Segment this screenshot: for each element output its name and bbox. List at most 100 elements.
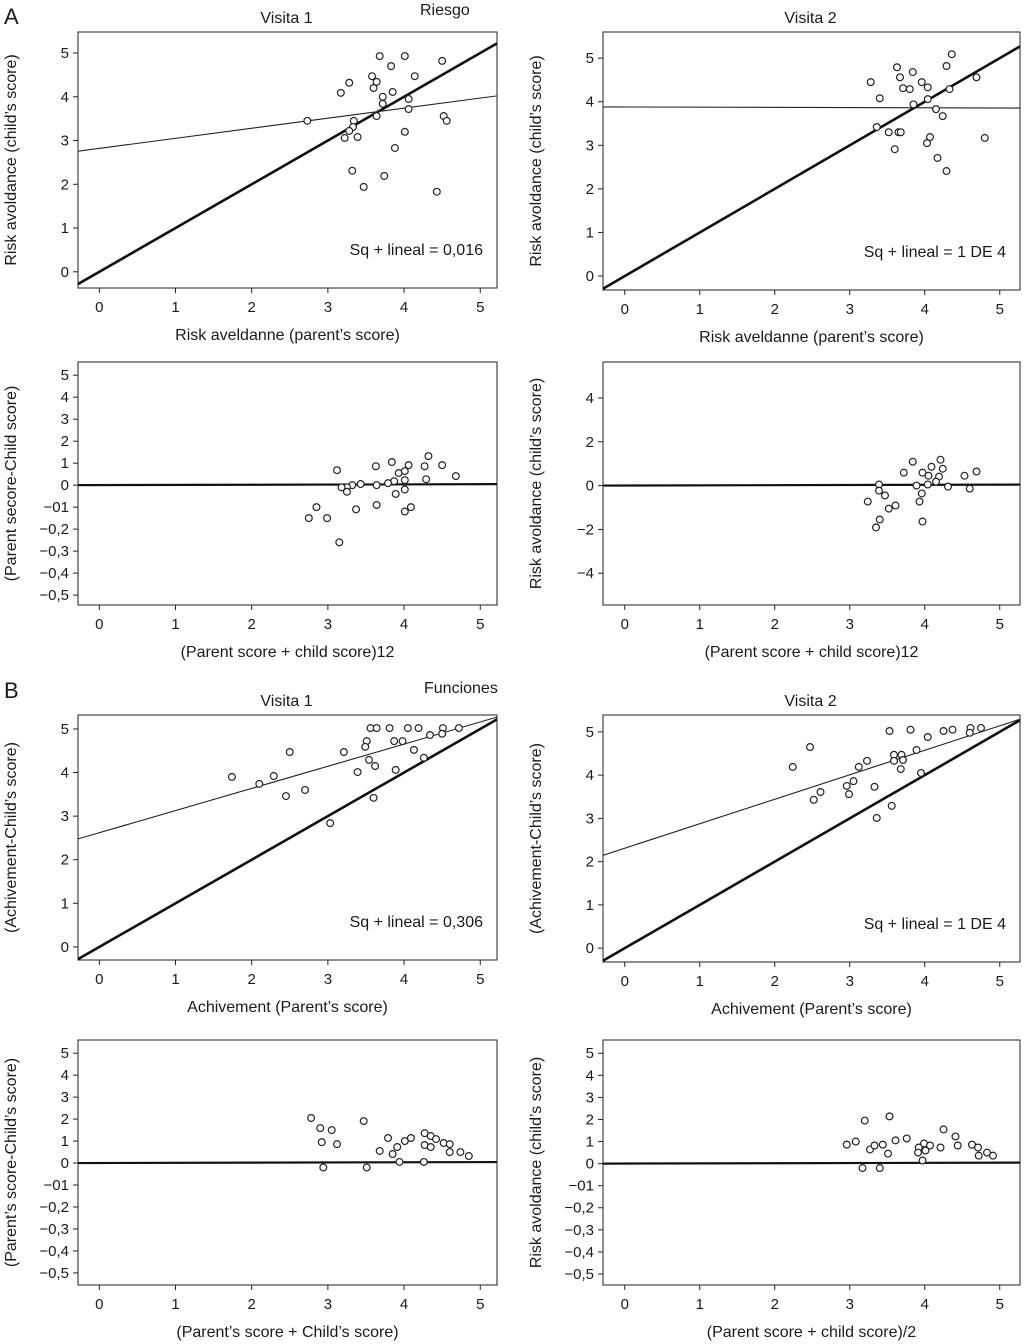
regression-line (78, 95, 497, 152)
y-axis-label: Risk avoldance (child’s score) (528, 1057, 545, 1268)
y-tick-label: −0,3 (564, 1222, 594, 1239)
x-tick-label: 3 (846, 973, 854, 990)
panel-title: Visita 1 (260, 10, 312, 27)
data-point (372, 77, 381, 86)
plot-area (78, 452, 497, 547)
data-point (372, 112, 381, 121)
data-point (872, 813, 881, 822)
x-tick-label: 2 (771, 616, 779, 633)
data-point (870, 782, 879, 791)
data-point (375, 1146, 384, 1155)
data-point (816, 787, 825, 796)
x-tick-label: 1 (171, 299, 179, 316)
scatter-panel-7: 0 1 2 3 4 5 5 4 3 2 1 0 −01 −0,2 −0,3 −0,4 −0,5 (Parent’s… (3, 1039, 498, 1341)
data-point (445, 1140, 454, 1149)
data-point (336, 88, 345, 97)
fit-annotation: Sq + lineal = 1 DE 4 (864, 244, 1006, 261)
data-point (269, 772, 278, 781)
data-point (880, 491, 889, 500)
data-point (947, 50, 956, 59)
y-tick-label: 3 (61, 808, 69, 825)
data-point (931, 105, 940, 114)
data-point (312, 503, 321, 512)
data-point (842, 781, 851, 790)
data-point (896, 128, 905, 137)
y-tick-label: −0,2 (564, 1200, 594, 1217)
y-tick-label: −0,4 (39, 1243, 69, 1260)
data-point (854, 762, 863, 771)
data-point (892, 63, 901, 72)
data-point (372, 500, 381, 509)
plot-frame (602, 714, 1021, 963)
data-point (327, 1126, 336, 1135)
data-point (387, 458, 396, 467)
panel-title: Visita 2 (784, 10, 836, 27)
data-point (384, 479, 393, 488)
y-tick-label: 0 (61, 264, 69, 281)
y-tick-label: 1 (61, 220, 69, 237)
x-tick-label: 5 (996, 1296, 1004, 1313)
y-tick-label: 5 (586, 50, 594, 67)
y-tick-label: −0,4 (564, 1244, 594, 1261)
data-point (982, 1148, 991, 1157)
zero-line (603, 1161, 1020, 1165)
x-tick-label: 4 (921, 616, 929, 633)
fit-annotation: Sq + lineal = 1 DE 4 (864, 916, 1006, 933)
y-tick-label: 4 (61, 1067, 69, 1084)
x-tick-label: 2 (771, 301, 779, 318)
data-point (303, 116, 312, 125)
y-tick-label: 1 (586, 1134, 594, 1151)
data-point (875, 94, 884, 103)
y-tick-label: 0 (61, 1155, 69, 1172)
x-tick-label: 1 (696, 301, 704, 318)
plot-frame (602, 31, 1021, 291)
data-point (885, 727, 894, 736)
section-b-letter: B (4, 678, 19, 703)
data-point (933, 153, 942, 162)
data-point (361, 742, 370, 751)
data-point (936, 455, 945, 464)
scatter-panel-2: 0 1 2 3 4 5 0 1 2 3 4 5 Risk aveldanne (parent’s sco… (528, 10, 1021, 346)
data-point (918, 517, 927, 526)
data-point (400, 467, 409, 476)
x-tick-label: 4 (921, 1296, 929, 1313)
data-point (319, 1163, 328, 1172)
data-point (337, 483, 346, 492)
y-tick-label: −2 (577, 521, 594, 538)
x-axis-label: Achivement (Parent’s score) (711, 1001, 912, 1018)
data-point (974, 1151, 983, 1160)
data-point (438, 56, 447, 65)
data-point (371, 762, 380, 771)
data-point (883, 1149, 892, 1158)
data-point (899, 468, 908, 477)
data-point (872, 123, 881, 132)
data-point (988, 1151, 997, 1160)
y-tick-label: −0,2 (39, 521, 69, 538)
y-tick-label: 2 (61, 852, 69, 869)
data-point (301, 785, 310, 794)
data-point (875, 515, 884, 524)
data-point (908, 68, 917, 77)
data-point (788, 762, 797, 771)
x-tick-label: 4 (400, 971, 408, 988)
x-tick-label: 4 (921, 301, 929, 318)
data-point (339, 748, 348, 757)
data-point (375, 52, 384, 61)
y-tick-label: −0,5 (39, 587, 69, 604)
y-tick-label: 1 (61, 895, 69, 912)
section-a-label: Riesgo (420, 2, 470, 19)
x-axis-label: (Parent score + child score)12 (181, 644, 395, 661)
data-point (390, 143, 399, 152)
data-point (438, 461, 447, 470)
plot-area (78, 1114, 497, 1172)
data-point (906, 725, 915, 734)
y-axis-label: Risk avoldance (child’s score) (528, 55, 545, 266)
scatter-panel-8: 0 1 2 3 4 5 5 4 3 2 1 0 −01 −0,2 −0,3 −0,4 −0,5 (Parent s… (528, 1039, 1021, 1341)
data-point (432, 187, 441, 196)
data-point (395, 1157, 404, 1166)
data-point (927, 462, 936, 471)
y-tick-label: 2 (586, 181, 594, 198)
y-tick-label: 3 (586, 1089, 594, 1106)
data-point (922, 139, 931, 148)
y-tick-label: 0 (61, 939, 69, 956)
